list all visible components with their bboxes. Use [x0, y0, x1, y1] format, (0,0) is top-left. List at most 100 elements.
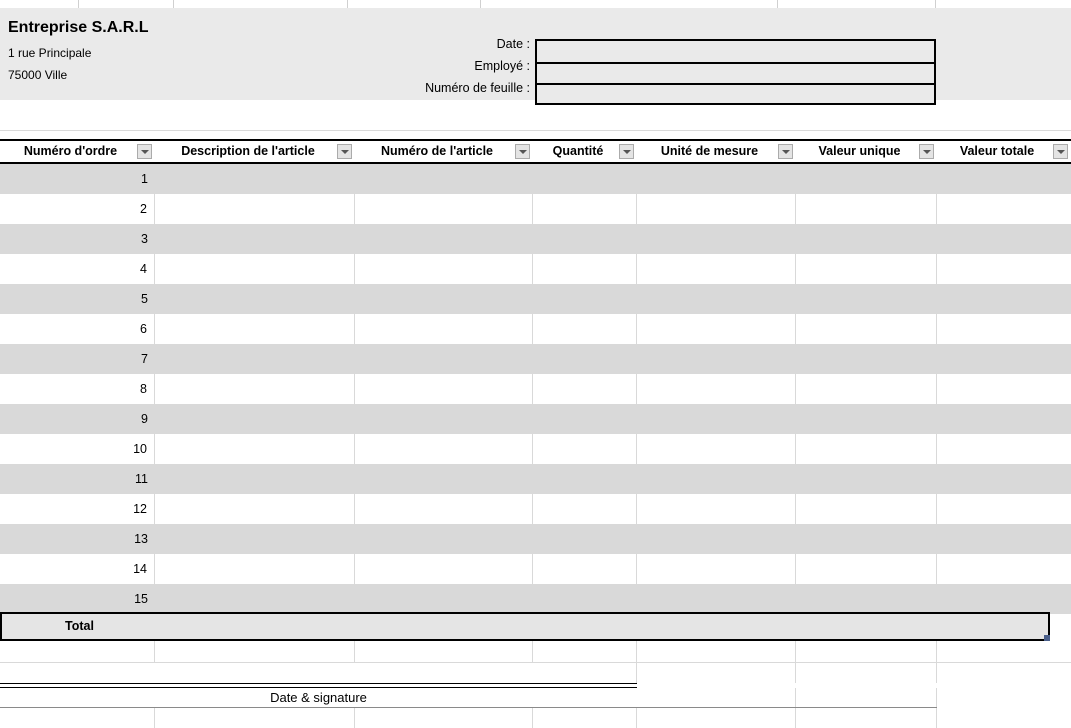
table-cell[interactable]: [355, 554, 533, 584]
table-cell[interactable]: [355, 464, 533, 494]
table-cell[interactable]: [937, 494, 1071, 524]
table-cell[interactable]: [937, 314, 1071, 344]
grid-cell[interactable]: [0, 708, 155, 728]
table-cell[interactable]: [937, 374, 1071, 404]
table-cell[interactable]: [637, 374, 796, 404]
table-cell[interactable]: [937, 164, 1071, 194]
table-cell[interactable]: [355, 194, 533, 224]
grid-cell[interactable]: [355, 641, 533, 662]
table-cell[interactable]: [155, 344, 355, 374]
grid-cell[interactable]: [533, 708, 637, 728]
table-cell[interactable]: [355, 224, 533, 254]
table-cell[interactable]: [533, 284, 637, 314]
grid-cell[interactable]: [796, 688, 937, 707]
order-number-cell[interactable]: 6: [0, 314, 155, 344]
table-cell[interactable]: [937, 344, 1071, 374]
grid-cell[interactable]: [533, 662, 637, 683]
table-cell[interactable]: [637, 284, 796, 314]
table-cell[interactable]: [533, 434, 637, 464]
filter-dropdown-button[interactable]: [515, 144, 530, 159]
grid-cell[interactable]: [155, 708, 355, 728]
table-cell[interactable]: [155, 194, 355, 224]
filter-dropdown-button[interactable]: [919, 144, 934, 159]
table-cell[interactable]: [796, 434, 937, 464]
order-number-cell[interactable]: 5: [0, 284, 155, 314]
table-cell[interactable]: [355, 584, 533, 614]
grid-cell[interactable]: [355, 708, 533, 728]
table-cell[interactable]: [937, 194, 1071, 224]
table-cell[interactable]: [796, 554, 937, 584]
table-cell[interactable]: [355, 344, 533, 374]
table-cell[interactable]: [533, 554, 637, 584]
grid-cell[interactable]: [637, 662, 796, 683]
table-cell[interactable]: [796, 284, 937, 314]
order-number-cell[interactable]: 8: [0, 374, 155, 404]
grid-cell[interactable]: [796, 641, 937, 662]
table-cell[interactable]: [937, 434, 1071, 464]
table-cell[interactable]: [155, 164, 355, 194]
order-number-cell[interactable]: 14: [0, 554, 155, 584]
table-cell[interactable]: [637, 194, 796, 224]
employee-input[interactable]: [537, 63, 934, 85]
filter-dropdown-button[interactable]: [1053, 144, 1068, 159]
table-cell[interactable]: [637, 344, 796, 374]
grid-cell[interactable]: [155, 641, 355, 662]
table-cell[interactable]: [937, 404, 1071, 434]
table-cell[interactable]: [155, 404, 355, 434]
table-cell[interactable]: [533, 584, 637, 614]
table-cell[interactable]: [637, 434, 796, 464]
table-cell[interactable]: [155, 224, 355, 254]
table-cell[interactable]: [355, 254, 533, 284]
table-cell[interactable]: [637, 584, 796, 614]
table-cell[interactable]: [155, 554, 355, 584]
table-cell[interactable]: [533, 164, 637, 194]
table-cell[interactable]: [796, 254, 937, 284]
filter-dropdown-button[interactable]: [619, 144, 634, 159]
table-cell[interactable]: [355, 404, 533, 434]
table-cell[interactable]: [637, 164, 796, 194]
table-cell[interactable]: [355, 524, 533, 554]
filter-dropdown-button[interactable]: [137, 144, 152, 159]
table-cell[interactable]: [637, 314, 796, 344]
table-cell[interactable]: [355, 284, 533, 314]
table-cell[interactable]: [796, 194, 937, 224]
order-number-cell[interactable]: 13: [0, 524, 155, 554]
table-cell[interactable]: [937, 284, 1071, 314]
table-cell[interactable]: [937, 464, 1071, 494]
order-number-cell[interactable]: 15: [0, 584, 155, 614]
table-cell[interactable]: [155, 374, 355, 404]
date-input[interactable]: [537, 41, 934, 63]
table-cell[interactable]: [533, 194, 637, 224]
grid-cell[interactable]: [796, 662, 937, 683]
table-cell[interactable]: [937, 224, 1071, 254]
table-cell[interactable]: [155, 464, 355, 494]
grid-cell[interactable]: [533, 641, 637, 662]
grid-cell[interactable]: [637, 641, 796, 662]
table-cell[interactable]: [355, 374, 533, 404]
grid-cell[interactable]: [355, 662, 533, 683]
order-number-cell[interactable]: 7: [0, 344, 155, 374]
table-cell[interactable]: [355, 434, 533, 464]
table-cell[interactable]: [637, 524, 796, 554]
table-cell[interactable]: [937, 254, 1071, 284]
grid-cell[interactable]: [0, 662, 155, 683]
table-cell[interactable]: [796, 374, 937, 404]
order-number-cell[interactable]: 9: [0, 404, 155, 434]
selection-fill-handle[interactable]: [1044, 635, 1050, 641]
table-cell[interactable]: [796, 224, 937, 254]
table-cell[interactable]: [155, 314, 355, 344]
grid-cell[interactable]: [155, 662, 355, 683]
table-cell[interactable]: [796, 344, 937, 374]
order-number-cell[interactable]: 10: [0, 434, 155, 464]
table-cell[interactable]: [637, 554, 796, 584]
table-cell[interactable]: [533, 524, 637, 554]
table-cell[interactable]: [637, 464, 796, 494]
table-cell[interactable]: [637, 404, 796, 434]
filter-dropdown-button[interactable]: [337, 144, 352, 159]
table-cell[interactable]: [533, 464, 637, 494]
sheet-number-input[interactable]: [537, 84, 934, 106]
grid-cell[interactable]: [937, 708, 1071, 728]
table-cell[interactable]: [533, 314, 637, 344]
table-cell[interactable]: [796, 584, 937, 614]
table-cell[interactable]: [796, 464, 937, 494]
